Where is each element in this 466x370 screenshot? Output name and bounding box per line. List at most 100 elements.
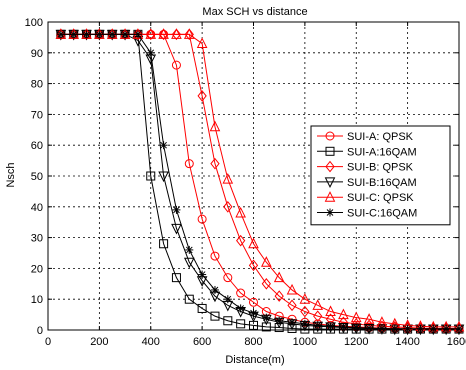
legend-label: SUI-C:16QAM — [347, 208, 417, 220]
legend-item: SUI-C: QPSK — [317, 191, 414, 204]
legend-label: SUI-A:16QAM — [347, 146, 417, 158]
star-stroke — [442, 325, 450, 333]
data-point — [248, 237, 259, 249]
legend-marker — [324, 177, 336, 189]
data-point — [209, 120, 221, 132]
legend-item: SUI-B:16QAM — [317, 177, 417, 189]
data-point — [184, 28, 194, 41]
legend-box — [310, 125, 451, 226]
x-axis-label: Distance(m) — [225, 354, 284, 366]
data-point — [261, 277, 271, 290]
x-tick-label: 800 — [244, 336, 262, 348]
star-stroke — [96, 30, 103, 38]
star-stroke — [198, 271, 206, 278]
star-stroke — [327, 322, 334, 330]
x-tick-label: 200 — [90, 336, 108, 348]
data-point — [248, 259, 259, 272]
data-point — [236, 304, 245, 313]
data-point — [363, 313, 375, 324]
legend-label: SUI-C: QPSK — [347, 192, 414, 204]
data-point — [183, 28, 195, 39]
legend-label: SUI-B: QPSK — [347, 162, 414, 174]
star-stroke — [57, 30, 65, 38]
data-point — [455, 324, 463, 333]
y-tick-label: 80 — [31, 79, 43, 91]
data-point — [210, 311, 220, 321]
data-point — [287, 299, 297, 312]
star-stroke — [455, 325, 463, 333]
star-stroke — [404, 325, 411, 333]
data-point — [223, 273, 233, 283]
star-stroke — [352, 324, 360, 331]
data-point — [312, 299, 324, 310]
data-point — [249, 309, 258, 318]
star-stroke — [288, 318, 296, 326]
star-stroke — [340, 323, 347, 331]
data-point — [223, 200, 233, 213]
x-tick-label: 600 — [193, 336, 211, 348]
x-tick-label: 1400 — [395, 336, 419, 348]
data-point — [313, 321, 322, 330]
data-point — [403, 324, 412, 333]
data-point — [197, 90, 207, 102]
data-point — [235, 206, 246, 218]
data-point — [197, 214, 207, 224]
data-point — [300, 319, 309, 328]
data-point — [171, 28, 182, 41]
legend-marker — [324, 191, 336, 202]
data-point — [273, 271, 285, 283]
data-point — [108, 30, 117, 39]
star-stroke — [275, 317, 283, 325]
data-point — [210, 285, 219, 294]
data-point — [158, 28, 169, 39]
x-tick-label: 400 — [142, 336, 160, 348]
data-point — [223, 316, 233, 326]
y-tick-label: 40 — [31, 202, 43, 214]
data-point — [146, 48, 155, 57]
star-stroke — [378, 325, 386, 332]
legend-marker — [326, 208, 334, 217]
star-stroke — [237, 305, 245, 312]
y-tick-label: 20 — [31, 263, 43, 275]
data-point — [159, 141, 168, 150]
star-stroke — [326, 209, 334, 216]
legend-item: SUI-A:16QAM — [317, 146, 417, 158]
data-point — [365, 324, 374, 333]
data-point — [183, 257, 195, 269]
data-point — [196, 37, 208, 49]
data-point — [158, 171, 169, 183]
y-tick-label: 90 — [31, 48, 43, 60]
data-point — [416, 324, 425, 333]
x-tick-label: 0 — [45, 336, 51, 348]
data-point — [261, 256, 272, 267]
star-stroke — [224, 295, 232, 303]
data-point — [69, 30, 78, 39]
data-point — [236, 288, 246, 298]
legend-marker — [325, 131, 335, 141]
data-point — [288, 318, 297, 327]
data-point — [159, 239, 169, 249]
data-point — [442, 324, 451, 333]
data-point — [338, 308, 349, 320]
data-point — [133, 28, 143, 41]
data-point — [158, 28, 169, 41]
star-stroke — [134, 30, 142, 38]
y-tick-label: 100 — [25, 17, 43, 29]
star-stroke — [121, 30, 129, 38]
y-tick-label: 0 — [37, 325, 43, 337]
data-point — [198, 270, 207, 279]
y-tick-label: 30 — [31, 233, 43, 245]
star-stroke — [314, 322, 322, 329]
data-point — [56, 30, 65, 39]
data-point — [146, 171, 156, 181]
data-point — [133, 30, 142, 39]
data-point — [146, 28, 156, 41]
data-point — [171, 273, 181, 283]
data-point — [261, 322, 271, 332]
data-point — [262, 313, 271, 322]
star-stroke — [262, 314, 270, 322]
data-point — [350, 311, 362, 323]
y-tick-label: 60 — [31, 140, 43, 152]
